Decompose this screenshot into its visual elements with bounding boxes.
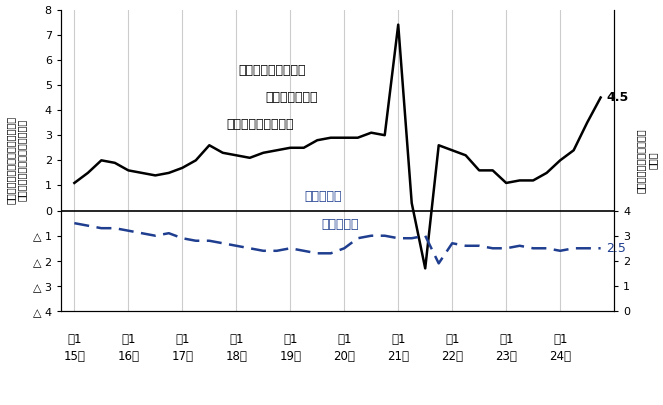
Text: 18年: 18年 [225, 350, 247, 363]
Text: 完全失業率: 完全失業率 [304, 190, 342, 203]
Text: 2.5: 2.5 [606, 242, 626, 255]
Text: 17年: 17年 [171, 350, 194, 363]
Text: 第1: 第1 [283, 333, 298, 346]
Text: 第1: 第1 [175, 333, 190, 346]
Text: 21年: 21年 [387, 350, 409, 363]
Text: 22年: 22年 [441, 350, 463, 363]
Text: 第1: 第1 [121, 333, 136, 346]
Text: 第1: 第1 [67, 333, 82, 346]
Text: 23年: 23年 [495, 350, 517, 363]
Text: 第1: 第1 [553, 333, 568, 346]
Text: 15年: 15年 [64, 350, 86, 363]
Text: 4.5: 4.5 [606, 91, 629, 104]
Text: 第1: 第1 [391, 333, 406, 346]
Text: （前年同期増減率）: （前年同期増減率） [227, 118, 294, 131]
Text: 第1: 第1 [229, 333, 243, 346]
Text: 20年: 20年 [333, 350, 355, 363]
Text: 第1: 第1 [445, 333, 459, 346]
Text: 16年: 16年 [117, 350, 139, 363]
Text: （右目盛）: （右目盛） [321, 217, 359, 230]
Text: 24年: 24年 [549, 350, 571, 363]
Y-axis label: 完全失業率・季節調整値
（％）: 完全失業率・季節調整値 （％） [636, 128, 658, 193]
Text: 第1: 第1 [499, 333, 513, 346]
Text: 第1: 第1 [337, 333, 351, 346]
Text: パートタイム労働者: パートタイム労働者 [238, 64, 306, 77]
Y-axis label: パートタイム分労働者時間当たり
賃金（前年同期増減率）（％）: パートタイム分労働者時間当たり 賃金（前年同期増減率）（％） [5, 116, 27, 205]
Text: 時間当たり賃金: 時間当たり賃金 [266, 91, 318, 104]
Text: 19年: 19年 [279, 350, 301, 363]
